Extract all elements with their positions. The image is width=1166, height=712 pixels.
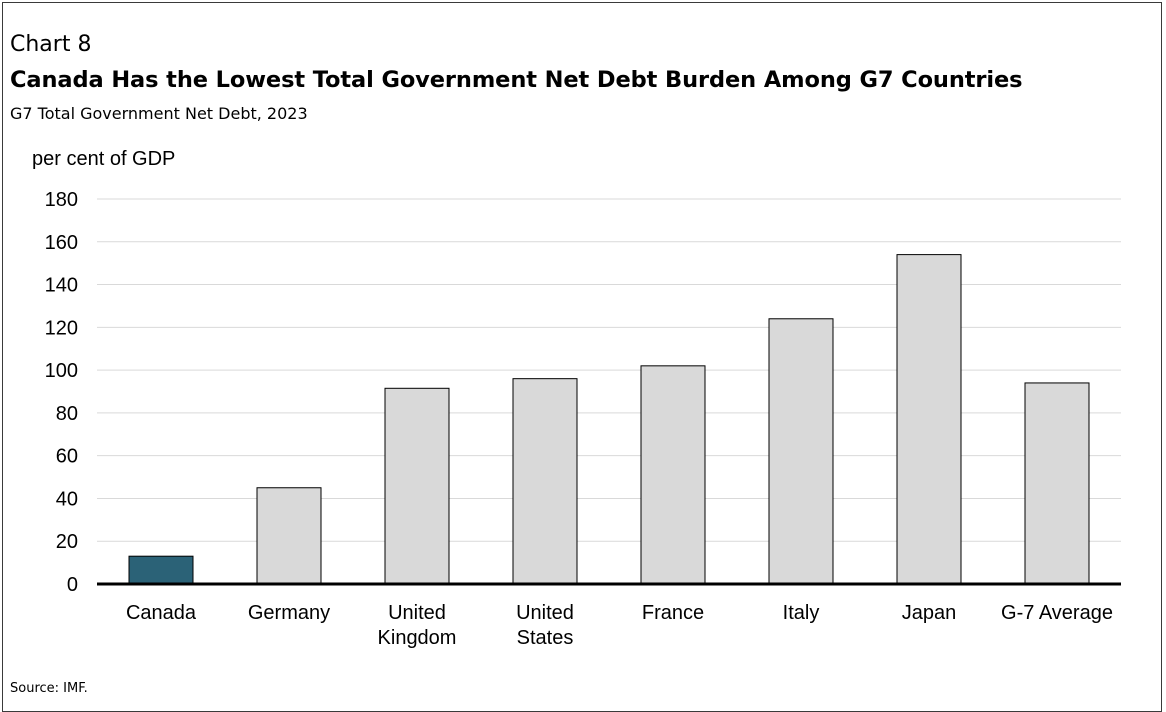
x-tick-label: Canada (126, 602, 197, 624)
x-tick-label: States (517, 627, 574, 649)
bars (128, 254, 1090, 585)
y-axis-ticks: 0 20 40 60 80 100 120 140 160 180 (45, 189, 78, 596)
chart-number: Chart 8 (10, 32, 92, 57)
x-tick-label: United (516, 602, 574, 624)
bar (640, 365, 706, 585)
bar (1024, 382, 1090, 585)
bar (128, 555, 194, 585)
y-tick-label: 180 (45, 189, 78, 211)
y-axis-label: per cent of GDP (32, 148, 175, 170)
bar (256, 487, 322, 585)
x-tick-label: G-7 Average (1001, 602, 1113, 624)
y-tick-label: 100 (45, 360, 78, 382)
bar (512, 378, 578, 585)
gridlines (97, 198, 1121, 542)
bar (768, 318, 834, 585)
chart-subtitle: G7 Total Government Net Debt, 2023 (10, 104, 308, 123)
y-tick-label: 0 (67, 574, 78, 596)
y-tick-label: 40 (56, 488, 78, 510)
x-tick-label: Germany (248, 602, 330, 624)
y-tick-label: 120 (45, 317, 78, 339)
x-tick-label: United (388, 602, 446, 624)
bar (896, 254, 962, 585)
source-note: Source: IMF. (10, 681, 88, 696)
y-tick-label: 140 (45, 275, 78, 297)
x-tick-label: Italy (783, 602, 820, 624)
y-tick-label: 20 (56, 531, 78, 553)
y-tick-label: 160 (45, 232, 78, 254)
bar (384, 387, 450, 585)
x-tick-label: Japan (902, 602, 957, 624)
y-tick-label: 60 (56, 446, 78, 468)
chart-title: Canada Has the Lowest Total Government N… (10, 67, 1023, 93)
x-tick-label: Kingdom (378, 627, 457, 649)
y-tick-label: 80 (56, 403, 78, 425)
x-tick-label: France (642, 602, 704, 624)
x-axis-labels: Canada Germany United Kingdom United States Fr… (126, 602, 1113, 649)
